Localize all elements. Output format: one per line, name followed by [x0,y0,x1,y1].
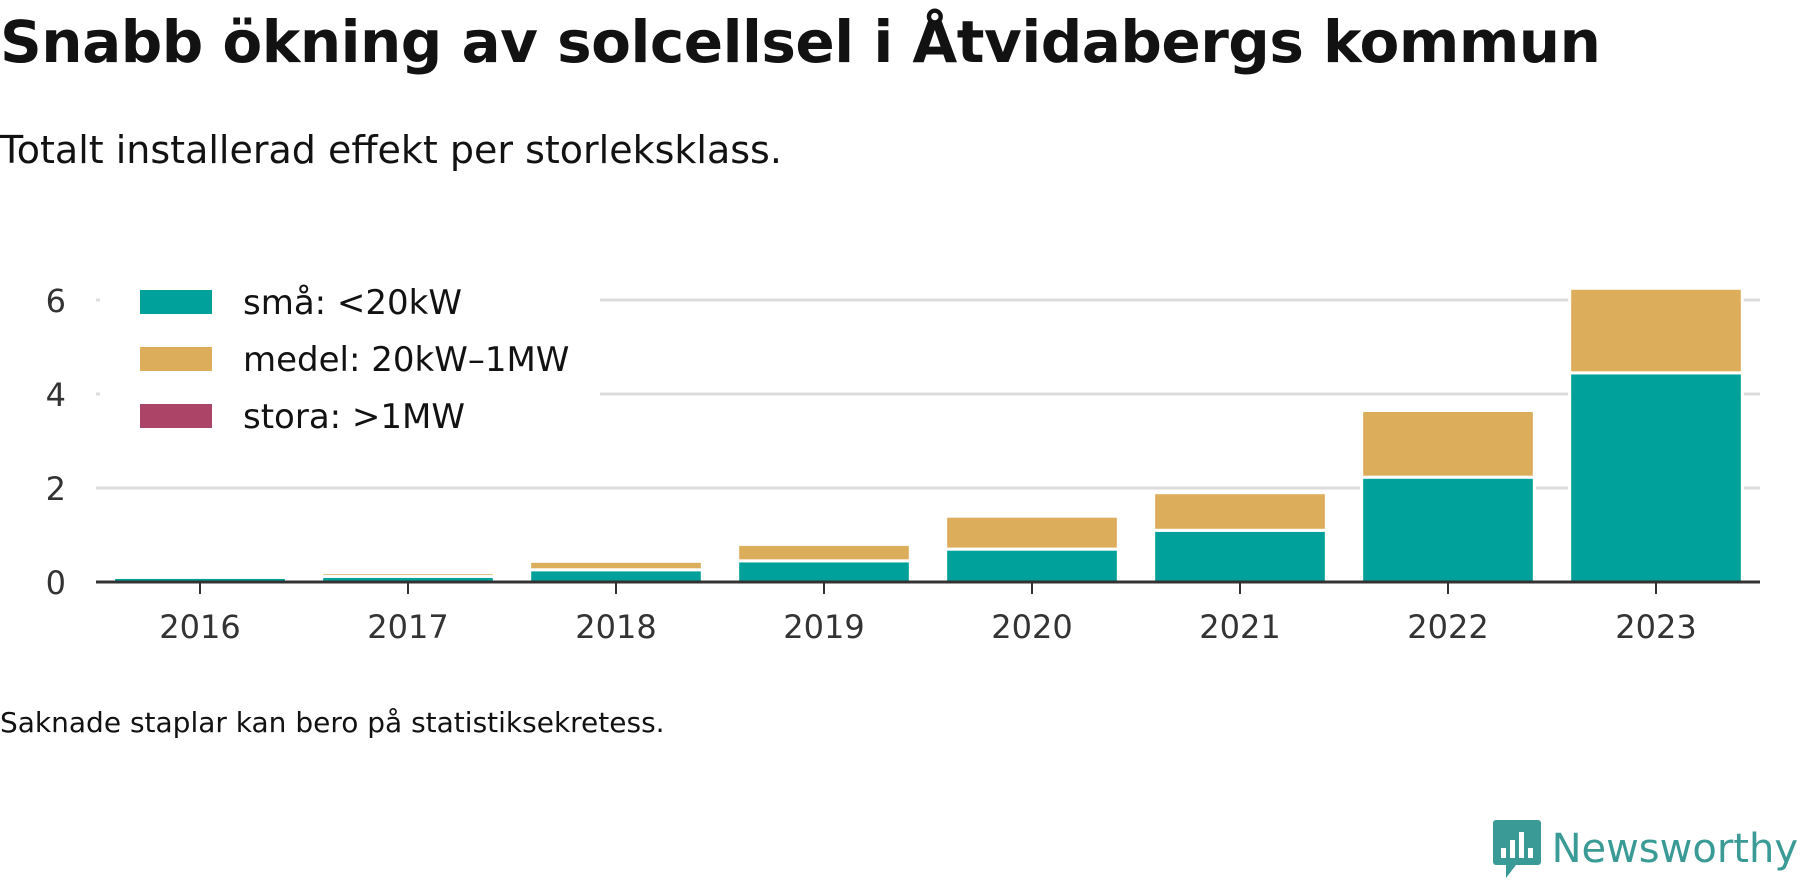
bar-segment [944,514,1120,551]
x-tick-label: 2018 [575,608,656,646]
bar-segment [944,547,1120,584]
y-tick-label: 4 [46,376,66,414]
legend-label: små: <20kW [243,283,462,323]
bar-segment [320,571,496,578]
bar-segment [1152,528,1328,584]
bar-segment [112,572,288,579]
x-tick-label: 2021 [1199,608,1280,646]
stacked-bar-chart: 0 2 4 6 2016 2017 2018 2019 2020 2021 2022 2023 små… [46,260,1760,646]
bar-segment [1568,371,1744,584]
brand-name: Newsworthy [1551,826,1798,872]
y-tick-label: 6 [46,282,66,320]
y-tick-label: 2 [46,470,66,508]
legend-swatch [140,347,212,371]
chart-subtitle: Totalt installerad effekt per storlekskl… [0,128,782,172]
bar-segment [528,559,704,572]
bar-segment [1360,408,1536,479]
brand: Newsworthy [1492,818,1798,880]
chart-title: Snabb ökning av solcellsel i Åtvidabergs… [0,8,1601,76]
axes: 0 2 4 6 2016 2017 2018 2019 2020 2021 2022 2023 [46,282,1760,646]
x-tick-label: 2022 [1407,608,1488,646]
x-tick-label: 2020 [991,608,1072,646]
x-tick-label: 2023 [1615,608,1696,646]
bar-segment [736,542,912,563]
legend-swatch [140,290,212,314]
y-tick-label: 0 [46,564,66,602]
legend-label: stora: >1MW [243,397,465,437]
x-tick-label: 2017 [367,608,448,646]
legend-label: medel: 20kW–1MW [243,340,569,380]
bar-segment [736,559,912,584]
newsworthy-logo-icon [1492,820,1541,878]
bar-segment [528,568,704,584]
x-tick-label: 2016 [159,608,240,646]
legend-swatch [140,404,212,428]
legend: små: <20kW medel: 20kW–1MW stora: >1MW [100,260,600,437]
bar-segment [1568,286,1744,375]
bar-segment [1152,491,1328,532]
x-tick-label: 2019 [783,608,864,646]
footnote: Saknade staplar kan bero på statistiksek… [0,706,665,739]
bar-segment [1360,475,1536,584]
